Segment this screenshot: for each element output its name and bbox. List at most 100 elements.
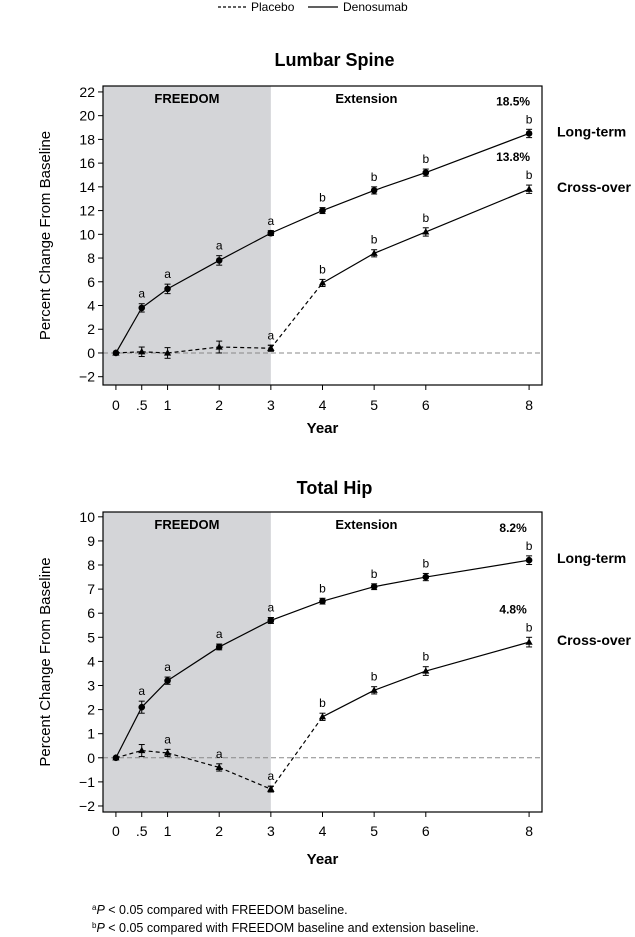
footnote-a-p: P — [96, 903, 105, 917]
data-point — [215, 257, 223, 264]
data-point — [422, 228, 430, 235]
significance-label: a — [138, 684, 145, 698]
series-line-segment — [167, 346, 220, 354]
data-point — [215, 763, 223, 771]
x-tick-label: 4 — [319, 397, 327, 413]
significance-label: a — [216, 239, 223, 253]
y-tick-label: 10 — [79, 226, 95, 242]
significance-label: b — [526, 539, 533, 553]
series-line-segment — [270, 210, 323, 234]
y-axis-label: Percent Change From Baseline — [37, 131, 54, 340]
significance-label: b — [422, 152, 429, 166]
significance-label: a — [216, 747, 223, 761]
data-point — [318, 713, 327, 720]
series-line-segment — [373, 231, 427, 254]
significance-label: b — [371, 567, 378, 581]
significance-label: b — [526, 168, 533, 182]
series-line-segment — [115, 351, 142, 354]
series-cross-over: b b b b 13.8% Cross-over — [267, 150, 631, 352]
footnote-b-text: < 0.05 compared with FREEDOM baseline an… — [104, 921, 479, 935]
footnote-b: bP < 0.05 compared with FREEDOM baseline… — [92, 918, 479, 936]
series-line-segment — [425, 132, 530, 174]
series-line-segment — [219, 346, 271, 349]
significance-label: b — [422, 211, 429, 225]
x-tick-label: .5 — [136, 823, 148, 839]
legend: Placebo Denosumab — [218, 0, 408, 14]
data-point — [267, 344, 275, 351]
series-line-segment — [322, 689, 375, 718]
data-point — [215, 343, 223, 350]
significance-label: b — [422, 556, 429, 570]
x-tick-label: 4 — [319, 823, 327, 839]
y-tick-label: −1 — [79, 774, 95, 790]
chart-title: Total Hip — [297, 478, 373, 498]
significance-label: b — [371, 170, 378, 184]
data-point — [267, 785, 275, 792]
series-line-segment — [322, 252, 375, 284]
series-line-segment — [167, 259, 220, 290]
series-line-segment — [218, 766, 272, 790]
y-tick-label: 0 — [87, 750, 95, 766]
data-point — [525, 556, 533, 564]
y-tick-label: 1 — [87, 726, 95, 742]
x-tick-label: 6 — [422, 823, 430, 839]
y-tick-label: 2 — [87, 321, 95, 337]
significance-label: b — [319, 581, 326, 595]
series-line-segment — [115, 307, 143, 354]
series-line-segment — [322, 189, 375, 212]
data-point — [163, 349, 172, 356]
freedom-shaded-region — [103, 512, 271, 812]
freedom-label: FREEDOM — [154, 91, 219, 106]
series-long-term: b b b b 8.2% Long-term — [267, 521, 626, 624]
footnote-a-mark: a — [92, 903, 97, 912]
series-line-segment — [374, 576, 426, 588]
y-tick-label: 16 — [79, 155, 95, 171]
y-tick-label: 2 — [87, 702, 95, 718]
data-point — [318, 279, 327, 286]
x-tick-label: 0 — [112, 397, 120, 413]
total-hip-chart: Total Hip FREEDOM Extension −2 −1 0 1 2 3 4 5 6 7 8 9 1… — [37, 478, 631, 868]
y-axis-label: Percent Change From Baseline — [37, 557, 54, 766]
data-point — [422, 667, 430, 674]
series-denosumab: a a a a — [112, 601, 275, 762]
data-point — [138, 304, 146, 312]
series-placebo: a — [112, 328, 275, 359]
series-line-segment — [425, 641, 530, 672]
x-tick-label: 3 — [267, 823, 275, 839]
y-tick-label: 0 — [87, 345, 95, 361]
data-point — [525, 638, 533, 645]
y-tick-label: 6 — [87, 605, 95, 621]
footnote-b-p: P — [96, 921, 105, 935]
y-tick-label: 5 — [87, 629, 95, 645]
significance-label: a — [268, 769, 275, 783]
significance-label: a — [164, 660, 171, 674]
data-point — [163, 749, 172, 756]
significance-label: a — [164, 267, 171, 281]
x-tick-label: 1 — [164, 397, 172, 413]
significance-label: b — [422, 650, 429, 664]
series-line-segment — [218, 619, 272, 648]
series-line-segment — [141, 680, 168, 708]
series-line-segment — [115, 749, 142, 759]
y-tick-label: 4 — [87, 298, 95, 314]
series-line-segment — [373, 172, 426, 191]
significance-label: b — [319, 696, 326, 710]
series-line-segment — [167, 752, 220, 768]
significance-label: a — [216, 627, 223, 641]
x-tick-label: .5 — [136, 397, 148, 413]
series-line-segment — [218, 232, 272, 261]
y-tick-label: 20 — [79, 108, 95, 124]
data-point — [422, 169, 430, 176]
data-point — [164, 285, 171, 293]
x-tick-label: 8 — [525, 823, 533, 839]
data-point — [525, 185, 533, 192]
data-point — [138, 746, 146, 754]
series-line-segment — [167, 646, 220, 682]
x-tick-label: 1 — [164, 823, 172, 839]
series-line-segment — [270, 716, 323, 790]
y-tick-label: 22 — [79, 84, 95, 100]
y-tick-label: 8 — [87, 250, 95, 266]
data-point — [370, 249, 378, 256]
significance-label: b — [371, 233, 378, 247]
significance-label: b — [526, 112, 533, 126]
